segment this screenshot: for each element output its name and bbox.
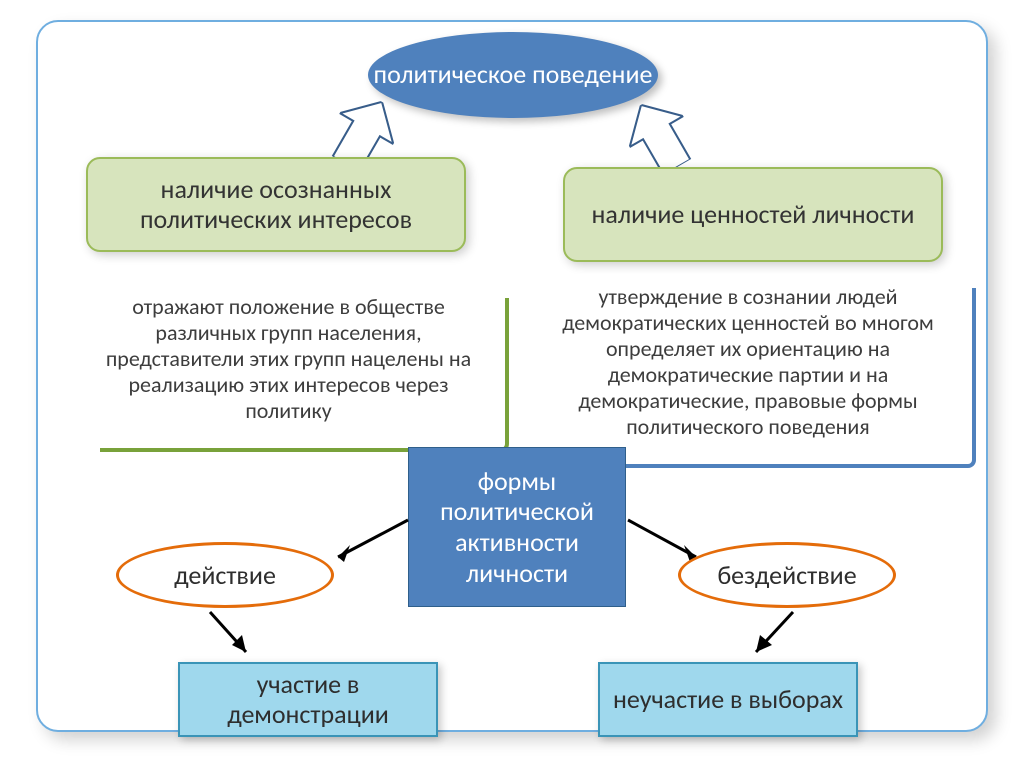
node-label: политическое поведение	[374, 60, 653, 90]
node-inaction: бездействие	[678, 542, 896, 608]
node-demonstration: участие в демонстрации	[178, 662, 438, 737]
node-label: участие в демонстрации	[180, 670, 436, 728]
arrow-to-demonstration	[198, 607, 268, 667]
desc-interests: отражают положение в обществе различных …	[86, 284, 491, 434]
node-label: действие	[174, 559, 276, 591]
arrow-to-action	[318, 512, 418, 572]
node-political-behavior: политическое поведение	[368, 32, 658, 118]
desc-values: утверждение в сознании людей демократиче…	[538, 274, 958, 450]
arrow-to-nonvoting	[738, 607, 808, 667]
node-label: формы политической активности личности	[409, 466, 625, 589]
node-conscious-interests: наличие осознанных политических интересо…	[86, 157, 466, 252]
desc-text: утверждение в сознании людей демократиче…	[550, 284, 946, 440]
diagram-canvas: политическое поведение наличие осознанны…	[36, 20, 988, 732]
node-action: действие	[116, 542, 334, 608]
node-nonvoting: неучастие в выборах	[598, 662, 858, 737]
node-label: неучастие в выборах	[613, 685, 843, 714]
node-label: наличие ценностей личности	[592, 200, 915, 230]
node-personal-values: наличие ценностей личности	[563, 167, 943, 262]
node-activity-forms: формы политической активности личности	[408, 447, 626, 607]
node-label: наличие осознанных политических интересо…	[88, 175, 464, 235]
desc-text: отражают положение в обществе различных …	[98, 294, 479, 424]
node-label: бездействие	[717, 559, 856, 591]
